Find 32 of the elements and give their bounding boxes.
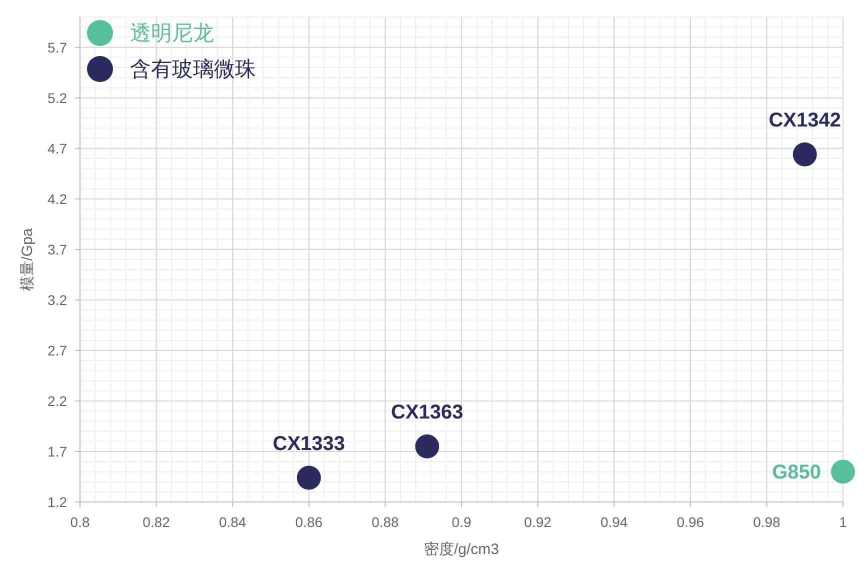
point: [415, 434, 440, 458]
x-tick-label: 0.96: [676, 514, 704, 530]
y-tick-label: 1.2: [48, 494, 68, 510]
x-tick-label: 0.86: [295, 514, 323, 530]
x-axis-title: 密度/g/cm3: [424, 541, 500, 558]
x-tick-label: 0.98: [753, 514, 781, 530]
x-tick-label: 0.8: [70, 514, 90, 530]
annotation: CX1333: [272, 432, 346, 455]
y-tick-label: 2.7: [48, 342, 68, 358]
y-tick-label: 3.7: [48, 241, 68, 258]
x-tick-label: 0.94: [600, 514, 628, 530]
y-tick-label: 1.7: [48, 443, 68, 460]
x-tick-label: 0.9: [452, 514, 472, 530]
legend-label: 透明尼龙: [130, 21, 214, 45]
x-tick-label: 0.92: [524, 514, 552, 530]
legend-label: 含有玻璃微珠: [130, 57, 256, 81]
annotation: CX1363: [391, 401, 464, 424]
y-tick-label: 3.2: [48, 292, 68, 308]
point: [792, 142, 817, 166]
point: [296, 466, 321, 490]
y-tick-label: 2.2: [48, 392, 68, 409]
x-tick-label: 0.82: [142, 514, 170, 530]
annotation: G850: [772, 462, 821, 484]
y-axis-title: 模量/Gpa: [19, 228, 36, 291]
y-tick-label: 5.2: [48, 90, 68, 106]
y-tick-label: 4.7: [48, 140, 68, 156]
x-tick-label: 1: [839, 514, 848, 530]
x-tick-label: 0.88: [372, 514, 400, 530]
x-tick-label: 0.84: [218, 514, 246, 530]
y-tick-label: 5.7: [48, 39, 68, 56]
annotation: CX1342: [768, 109, 841, 132]
y-tick-label: 4.2: [48, 190, 68, 207]
